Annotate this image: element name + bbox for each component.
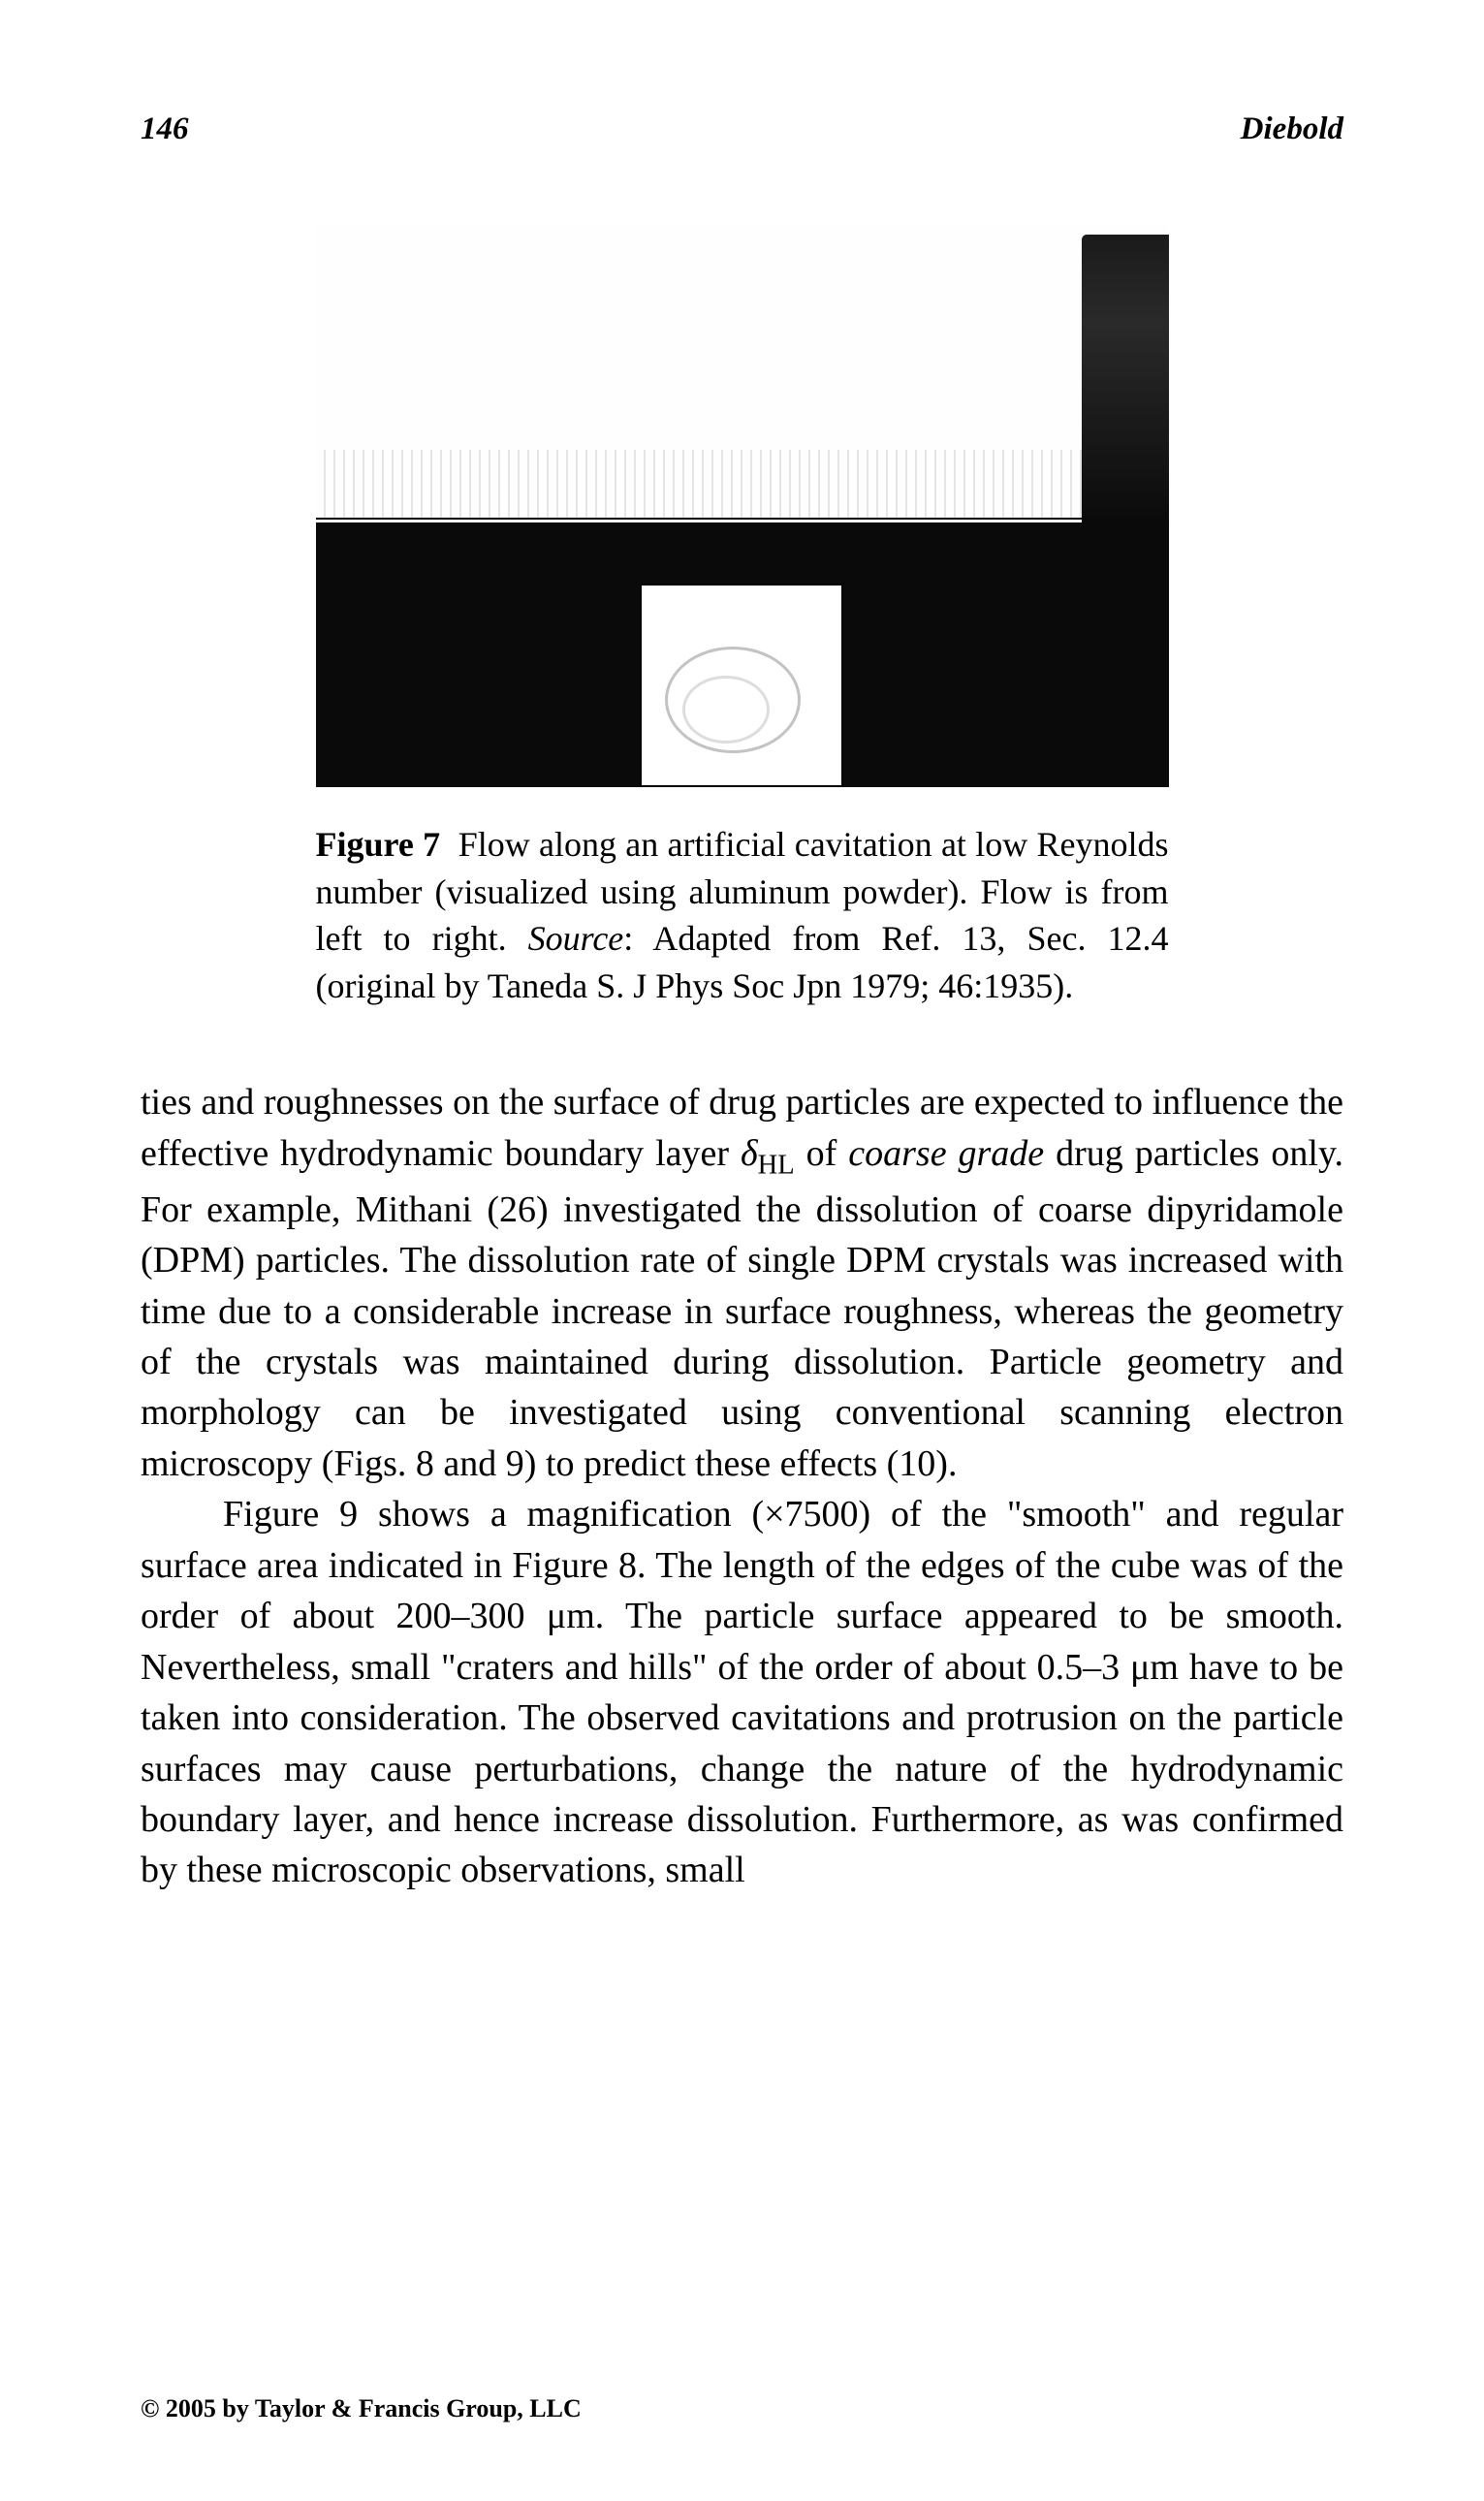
paragraph-1: ties and roughnesses on the surface of d… xyxy=(141,1077,1343,1489)
para1-delta: δ xyxy=(741,1133,758,1174)
figure-image xyxy=(316,225,1169,787)
figure-container: Figure 7 Flow along an artificial cavita… xyxy=(316,225,1169,1009)
figure-surface-line xyxy=(316,518,1169,520)
figure-caption: Figure 7 Flow along an artificial cavita… xyxy=(316,821,1169,1009)
body-text: ties and roughnesses on the surface of d… xyxy=(141,1077,1343,1895)
figure-swirl-inner xyxy=(682,676,770,744)
para1-part-b: of xyxy=(795,1133,849,1174)
author-name: Diebold xyxy=(1241,111,1343,147)
paragraph-2: Figure 9 shows a magnification (×7500) o… xyxy=(141,1489,1343,1896)
page-number: 146 xyxy=(141,111,189,147)
para1-italic: coarse grade xyxy=(848,1133,1044,1174)
figure-label: Figure 7 xyxy=(316,825,441,864)
figure-dark-obstacle xyxy=(1082,235,1169,525)
para1-part-c: drug particles only. For example, Mithan… xyxy=(141,1133,1343,1484)
para1-subscript: HL xyxy=(758,1150,795,1180)
page-header: 146 Diebold xyxy=(141,111,1343,147)
figure-source-label: Source xyxy=(528,919,624,958)
copyright-footer: © 2005 by Taylor & Francis Group, LLC xyxy=(141,2394,582,2423)
figure-particles xyxy=(316,450,1169,518)
